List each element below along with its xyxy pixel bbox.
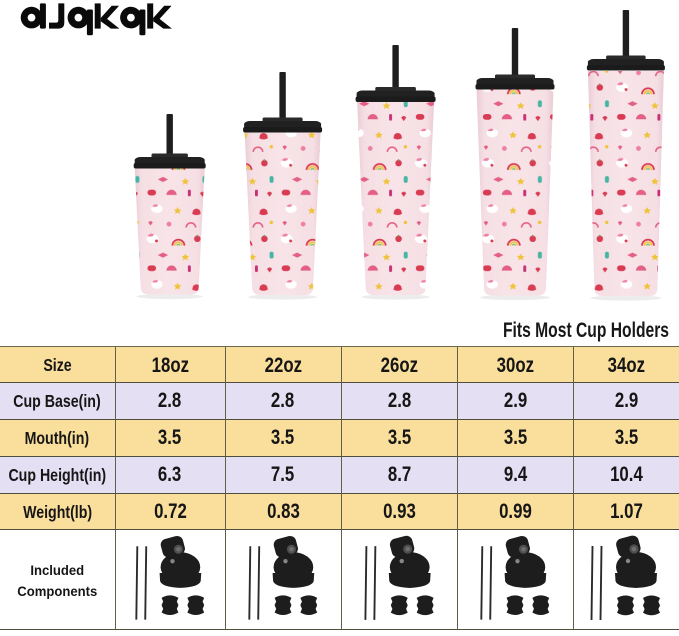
svg-text:Fits Most Cup Holders: Fits Most Cup Holders: [503, 318, 669, 342]
